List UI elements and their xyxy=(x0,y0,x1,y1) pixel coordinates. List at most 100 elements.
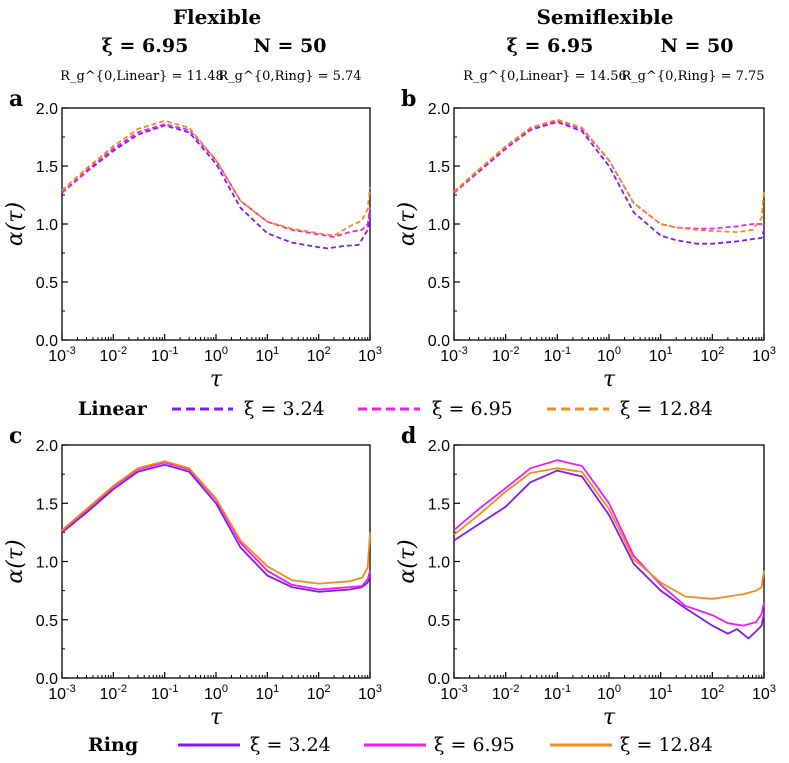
legend-linear-item-3: ξ = 12.84 xyxy=(620,398,713,420)
y-tick-label: 2.0 xyxy=(36,438,58,455)
header-left-rg-ring: R_g^{0,Ring} = 5.74 xyxy=(218,69,361,84)
panel-label-c: c xyxy=(9,423,22,449)
x-tick-label: 10-3 xyxy=(440,345,468,365)
y-axis-label: α(τ) xyxy=(3,202,28,246)
x-tick-label: 10-2 xyxy=(100,345,128,365)
y-tick-label: 0.0 xyxy=(36,333,58,350)
axes-frame-a xyxy=(61,107,371,341)
panel-label-a: a xyxy=(9,86,23,112)
header-right-title: Semiflexible xyxy=(536,5,673,29)
x-tick-label: 101 xyxy=(255,345,279,365)
header-right-rg-ring: R_g^{0,Ring} = 7.75 xyxy=(621,69,764,84)
header-left-title: Flexible xyxy=(173,5,261,29)
panel-a: 10-3 10-2 10-1 100 101 102 103 0.0 0.5 1.0 1.5 2.0 a… xyxy=(3,86,382,392)
y-tick-label: 1.0 xyxy=(428,217,450,234)
y-tick-label: 2.0 xyxy=(428,438,450,455)
panel-label-b: b xyxy=(401,86,416,112)
legend-linear-item-2: ξ = 6.95 xyxy=(432,398,513,420)
series-line-b-2 xyxy=(453,119,765,230)
x-tick-label: 10-1 xyxy=(151,345,179,365)
series-line-d-1 xyxy=(453,469,765,640)
x-tick-label: 103 xyxy=(358,683,382,703)
x-tick-label: 103 xyxy=(752,683,776,703)
legend-linear: Linear ξ = 3.24 ξ = 6.95 ξ = 12.84 xyxy=(78,398,713,420)
x-tick-label: 101 xyxy=(649,345,673,365)
x-tick-label: 101 xyxy=(649,683,673,703)
x-tick-label: 102 xyxy=(700,683,724,703)
x-tick-label: 100 xyxy=(597,683,621,703)
legend-linear-label: Linear xyxy=(78,398,148,420)
x-tick-label: 10-2 xyxy=(492,345,520,365)
panel-c: 10-3 10-2 10-1 100 101 102 103 0.0 0.5 1.0 1.5 2.0 c… xyxy=(3,423,382,730)
y-tick-label: 0.0 xyxy=(428,671,450,688)
y-tick-label: 1.0 xyxy=(36,217,58,234)
series-line-a-2 xyxy=(61,123,371,238)
series-line-c-2 xyxy=(61,461,371,591)
x-tick-label: 10-3 xyxy=(440,683,468,703)
header-right-xi: ξ = 6.95 xyxy=(507,35,594,57)
header-right-n: N = 50 xyxy=(661,35,734,57)
legend-ring-item-2: ξ = 6.95 xyxy=(434,734,515,756)
series-line-d-2 xyxy=(453,459,765,627)
x-tick-label: 102 xyxy=(700,345,724,365)
axes-frame-c xyxy=(61,444,371,679)
y-tick-label: 1.0 xyxy=(428,555,450,572)
x-tick-label: 10-2 xyxy=(100,683,128,703)
x-tick-label: 101 xyxy=(255,683,279,703)
series-line-a-1 xyxy=(61,124,371,250)
y-tick-label: 1.5 xyxy=(36,159,58,176)
y-axis-label: α(τ) xyxy=(395,539,420,583)
series-line-d-3 xyxy=(453,467,765,600)
y-tick-label: 2.0 xyxy=(428,101,450,118)
y-tick-label: 0.5 xyxy=(428,613,450,630)
y-tick-label: 0.0 xyxy=(428,333,450,350)
header-left-rg-linear: R_g^{0,Linear} = 11.48 xyxy=(60,69,224,84)
x-tick-label: 100 xyxy=(597,345,621,365)
legend-ring-item-1: ξ = 3.24 xyxy=(250,734,331,756)
series-line-b-1 xyxy=(453,121,765,245)
panel-label-d: d xyxy=(401,423,416,449)
x-axis-label: τ xyxy=(603,367,616,392)
x-tick-label: 10-3 xyxy=(48,683,76,703)
series-line-b-3 xyxy=(453,118,765,234)
legend-linear-item-1: ξ = 3.24 xyxy=(244,398,325,420)
header-right-rg-linear: R_g^{0,Linear} = 14.56 xyxy=(463,69,627,84)
x-axis-label: τ xyxy=(603,705,616,730)
x-axis-label: τ xyxy=(210,367,223,392)
x-tick-label: 10-1 xyxy=(151,683,179,703)
panel-b: 10-3 10-2 10-1 100 101 102 103 0.0 0.5 1.0 1.5 2.0 b… xyxy=(395,86,776,392)
axes-frame-d xyxy=(453,444,765,679)
x-tick-label: 10-1 xyxy=(544,683,572,703)
y-axis-label: α(τ) xyxy=(3,539,28,583)
series-line-a-3 xyxy=(61,119,371,237)
y-tick-label: 2.0 xyxy=(36,101,58,118)
panel-d: 10-3 10-2 10-1 100 101 102 103 0.0 0.5 1.0 1.5 2.0 d… xyxy=(395,423,776,730)
legend-ring-item-3: ξ = 12.84 xyxy=(620,734,713,756)
header-left-xi: ξ = 6.95 xyxy=(102,35,189,57)
axes-frame-b xyxy=(453,107,765,341)
y-tick-label: 0.0 xyxy=(36,671,58,688)
y-tick-label: 0.5 xyxy=(36,275,58,292)
x-tick-label: 103 xyxy=(358,345,382,365)
series-line-c-1 xyxy=(61,463,371,593)
y-tick-label: 1.5 xyxy=(36,496,58,513)
legend-ring: Ring ξ = 3.24 ξ = 6.95 ξ = 12.84 xyxy=(88,734,713,756)
y-tick-label: 1.5 xyxy=(428,496,450,513)
series-line-c-3 xyxy=(61,460,371,585)
y-tick-label: 0.5 xyxy=(36,613,58,630)
y-tick-label: 1.0 xyxy=(36,555,58,572)
y-axis-label: α(τ) xyxy=(395,202,420,246)
x-tick-label: 102 xyxy=(307,683,331,703)
y-tick-label: 0.5 xyxy=(428,275,450,292)
x-tick-label: 10-2 xyxy=(492,683,520,703)
x-axis-label: τ xyxy=(210,705,223,730)
x-tick-label: 100 xyxy=(204,345,228,365)
y-tick-label: 1.5 xyxy=(428,159,450,176)
x-tick-label: 102 xyxy=(307,345,331,365)
legend-ring-label: Ring xyxy=(88,734,138,756)
x-tick-label: 10-1 xyxy=(544,345,572,365)
header-left-n: N = 50 xyxy=(254,35,327,57)
x-tick-label: 103 xyxy=(752,345,776,365)
x-tick-label: 10-3 xyxy=(48,345,76,365)
